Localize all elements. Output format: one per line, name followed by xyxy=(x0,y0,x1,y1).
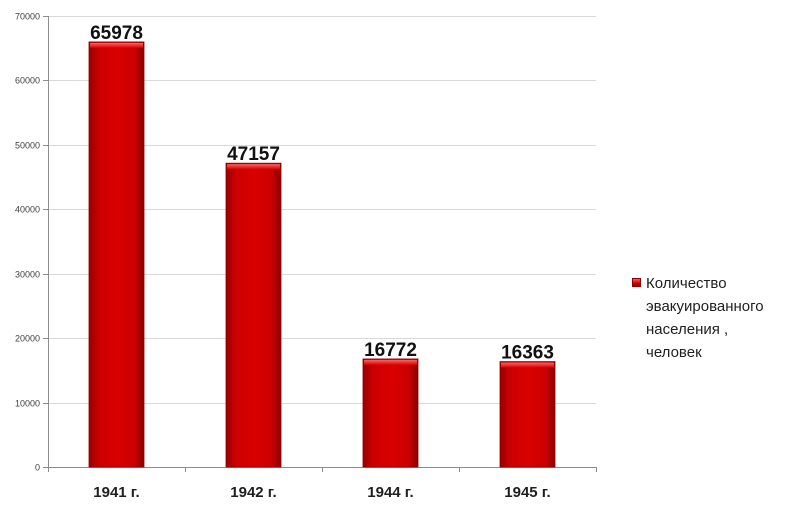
data-labels: 65978 47157 16772 16363 xyxy=(90,23,554,364)
y-tick-label: 0 xyxy=(35,463,40,473)
data-label: 47157 xyxy=(227,144,280,165)
x-tick-label: 1941 г. xyxy=(93,484,139,501)
data-label: 16772 xyxy=(364,340,417,361)
bars xyxy=(88,41,556,468)
y-tick-label: 70000 xyxy=(15,12,40,22)
x-tick-label: 1942 г. xyxy=(230,484,276,501)
y-tick-label: 60000 xyxy=(15,76,40,86)
x-axis-labels: 1941 г. 1942 г. 1944 г. 1945 г. xyxy=(93,484,550,501)
y-tick-label: 30000 xyxy=(15,270,40,280)
y-tick-label: 50000 xyxy=(15,141,40,151)
legend-label: Количество эвакуированного населения , ч… xyxy=(646,275,764,361)
x-tick-label: 1945 г. xyxy=(504,484,550,501)
bar xyxy=(225,162,282,468)
y-tick-label: 40000 xyxy=(15,205,40,215)
y-axis-labels: 0 10000 20000 30000 40000 50000 60000 70000 xyxy=(15,12,40,473)
data-label: 16363 xyxy=(501,343,554,364)
bar-top-highlight xyxy=(90,42,143,48)
legend: Количество эвакуированного населения , ч… xyxy=(632,272,800,364)
bar xyxy=(362,358,419,468)
bar xyxy=(88,41,145,468)
bar-top-highlight xyxy=(364,359,417,365)
legend-swatch xyxy=(632,278,641,287)
bar-top-highlight xyxy=(227,164,280,170)
data-label: 65978 xyxy=(90,23,143,44)
axes xyxy=(43,16,597,472)
x-tick-label: 1944 г. xyxy=(367,484,413,501)
y-tick-label: 20000 xyxy=(15,334,40,344)
bar-top-highlight xyxy=(501,362,554,368)
bar xyxy=(499,361,556,468)
y-tick-label: 10000 xyxy=(15,399,40,409)
